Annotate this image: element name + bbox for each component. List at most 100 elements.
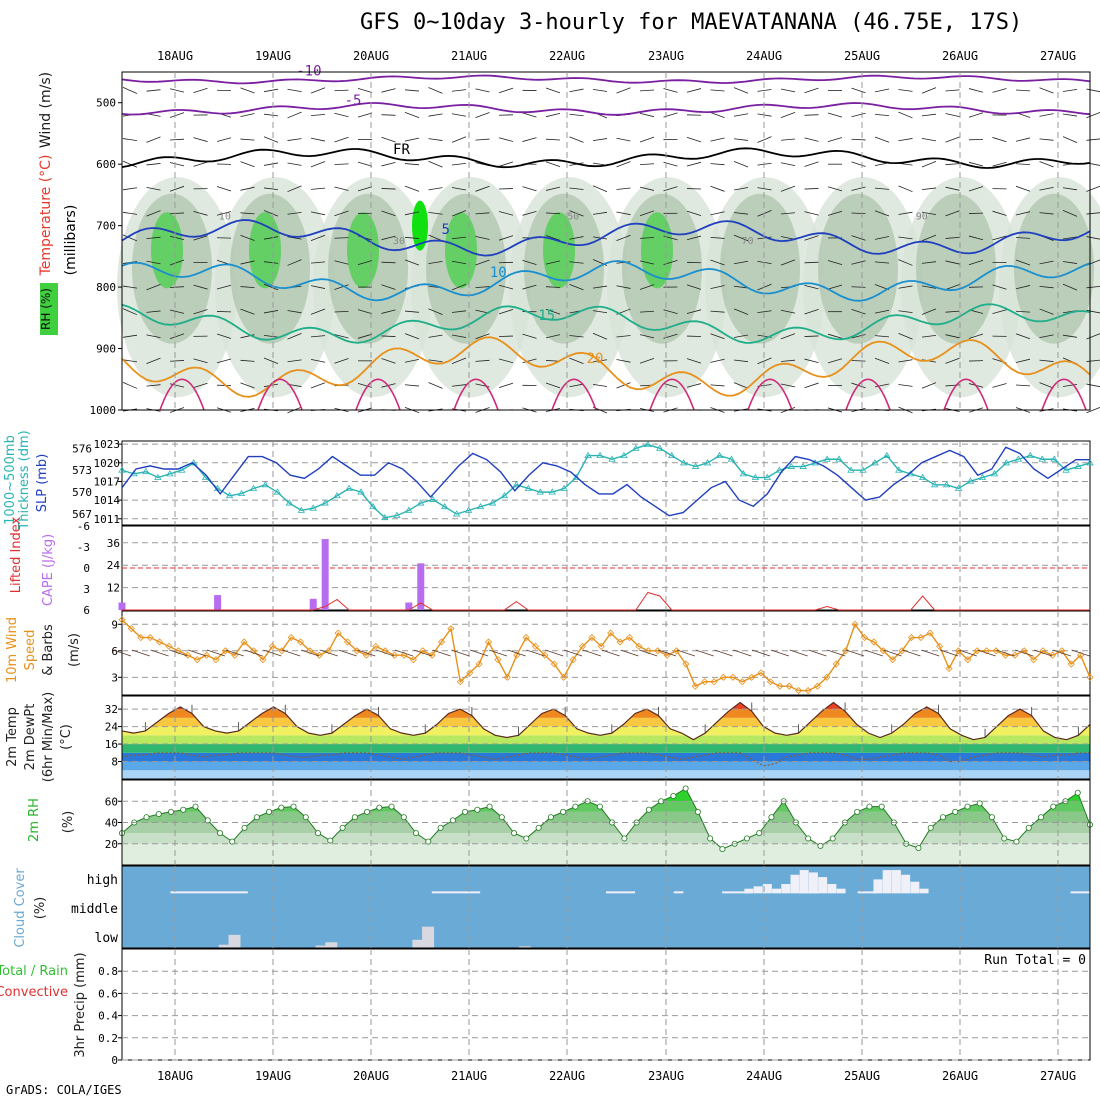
wind-barb — [263, 283, 279, 291]
thickness-point — [381, 513, 389, 521]
rh2m-point — [915, 845, 922, 852]
li-axis-label: Lifted Index — [9, 516, 24, 593]
rh2m-point — [939, 814, 946, 821]
temp-contour-label: 5 — [441, 222, 449, 238]
rh2m-point — [241, 824, 248, 831]
rh2m-point — [719, 846, 726, 853]
wind-barb — [475, 185, 490, 192]
wind-barb — [898, 384, 913, 387]
wind-barb — [216, 211, 232, 216]
wind-barb — [263, 310, 279, 314]
cloud-high-bar — [772, 888, 782, 894]
thickness-point — [847, 466, 855, 473]
thickness-tick-label: 576 — [72, 442, 92, 455]
wind10m-point — [973, 647, 981, 655]
wind-barb — [827, 358, 843, 364]
wind10m-point — [231, 651, 239, 659]
thickness-point — [512, 481, 521, 488]
wind-barb — [992, 210, 1007, 216]
wind-barb — [710, 358, 725, 363]
wind10m-point — [672, 647, 681, 655]
wind-barb — [169, 88, 185, 93]
wind-barb — [428, 113, 443, 117]
wind-barb — [569, 136, 584, 143]
wind-barb — [1039, 138, 1054, 141]
temp-contour — [121, 219, 1091, 257]
wind-barb — [381, 261, 396, 264]
warm-contour — [649, 378, 695, 411]
wind-barb — [992, 383, 1007, 388]
temp2m-axis-label-a: 2m Temp — [5, 707, 20, 767]
wind-barb — [357, 309, 373, 315]
y-tick-label: 900 — [96, 343, 116, 356]
thickness-point — [488, 499, 497, 506]
wind-barb — [334, 284, 349, 290]
wind-barb — [310, 161, 326, 168]
wind-barb — [381, 188, 396, 190]
rh2m-point — [253, 814, 260, 821]
wind10m-point — [729, 673, 737, 681]
wind-barb — [992, 88, 1007, 93]
thickness-point — [178, 466, 186, 473]
thickness-point — [715, 451, 724, 459]
wind-barb — [770, 649, 789, 657]
wind-barb — [616, 359, 631, 363]
wind-barb — [582, 649, 602, 657]
wind-barb — [357, 112, 373, 118]
rh-contour-label: 50 — [567, 211, 579, 222]
wind-barb — [780, 383, 796, 388]
wind-barb — [522, 112, 537, 118]
wind-barb — [827, 210, 843, 216]
wind-barb — [428, 308, 443, 315]
wind-barb — [686, 88, 702, 93]
thickness-point — [918, 473, 927, 480]
wind-barb — [131, 649, 150, 657]
thickness-point — [142, 467, 150, 475]
wind-barb — [710, 89, 725, 92]
rh2m-point — [364, 808, 371, 815]
wind-barb — [169, 235, 185, 240]
wind-barb — [334, 260, 349, 265]
wind-barb — [569, 261, 584, 264]
wind-barb — [616, 285, 631, 289]
wind-barb — [488, 649, 508, 657]
wind-barb — [193, 309, 208, 315]
thickness-point — [727, 455, 736, 462]
wind-barb — [381, 235, 396, 241]
wind-barb — [394, 649, 414, 657]
temp-band — [122, 752, 1090, 762]
rh-shade-50 — [916, 193, 996, 344]
warm-contour — [845, 378, 891, 411]
wind-barb — [874, 309, 890, 314]
y-tick-label: 700 — [96, 220, 116, 233]
wind-barb — [475, 259, 490, 266]
wind-barb — [569, 357, 584, 364]
rh2m-point — [964, 803, 971, 810]
wind-barb — [451, 357, 467, 365]
cloud-low-bar — [518, 946, 531, 948]
wind-barb — [169, 309, 185, 314]
wind-barb — [381, 309, 396, 314]
wind-barb — [193, 161, 208, 167]
rh-contour-label: 10 — [219, 211, 231, 222]
wind-barb — [563, 649, 583, 657]
rh2m-point — [155, 811, 162, 818]
wind-barb — [334, 310, 349, 313]
top-date-label: 21AUG — [451, 49, 487, 63]
wind-barb — [334, 112, 349, 118]
wind10m-point — [466, 669, 474, 677]
wind-barb — [193, 235, 208, 241]
rh-shade-50 — [818, 193, 898, 344]
wind-barb — [451, 136, 467, 143]
cloud-low-bar — [218, 944, 231, 948]
wind-barb — [592, 185, 608, 193]
wind10m-point — [250, 647, 258, 655]
thickness-axis-label-a: 1000~500mb — [3, 435, 18, 525]
rh-shade-50 — [1014, 193, 1094, 344]
thickness-point — [369, 502, 377, 510]
rh2m-point — [560, 808, 567, 815]
wind-axis-label: Wind (m/s) — [38, 72, 54, 148]
y-tick-label: 6 — [111, 645, 118, 658]
wind10m-point — [682, 660, 690, 668]
wind-barb — [616, 234, 631, 242]
